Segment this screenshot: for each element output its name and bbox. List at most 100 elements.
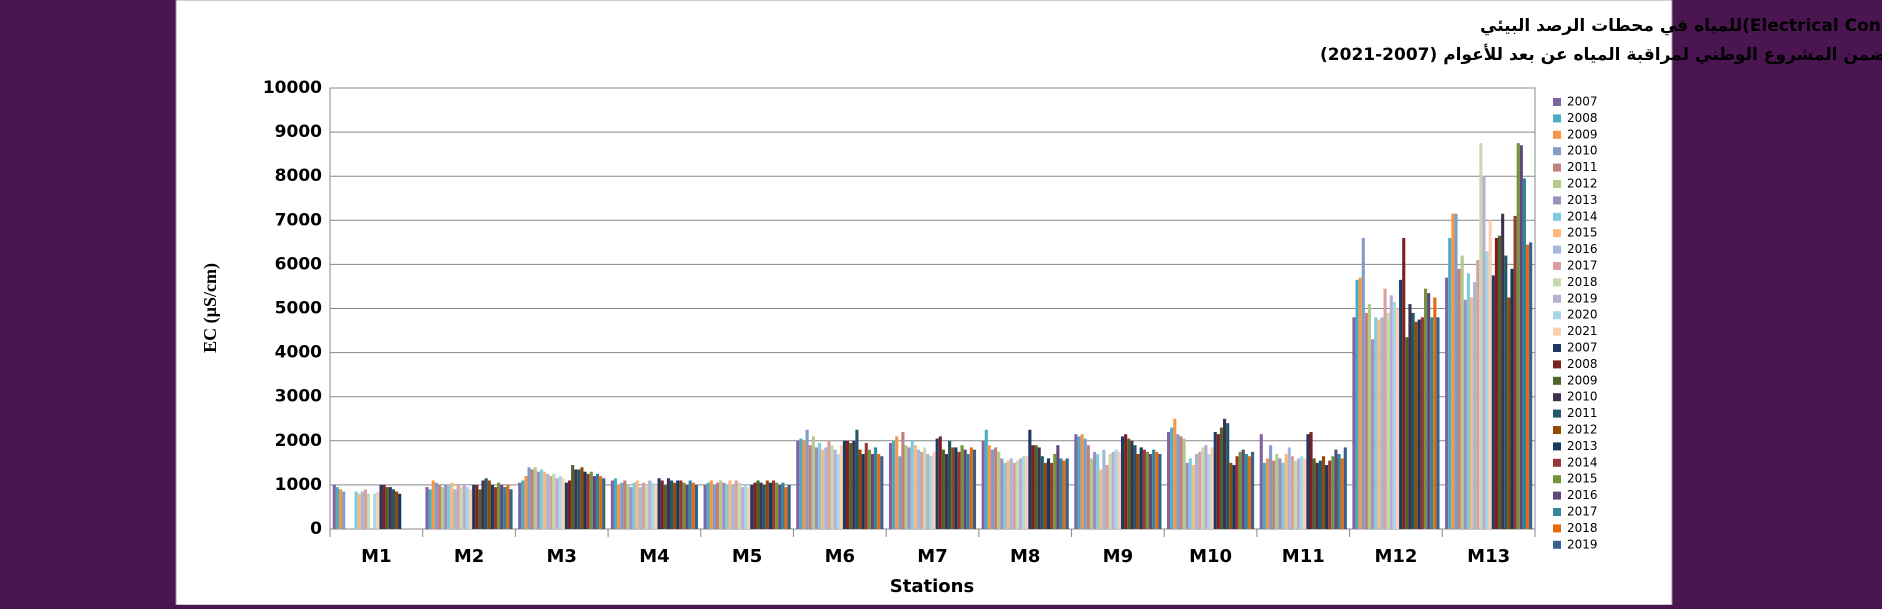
bar (849, 443, 853, 529)
bar (1050, 462, 1054, 529)
bar (595, 473, 600, 529)
bar (589, 471, 593, 529)
legend-label: 2019 (1567, 537, 1598, 551)
bar (635, 480, 639, 529)
bar (524, 476, 528, 529)
bar (567, 480, 572, 529)
bar (1034, 445, 1038, 529)
bar (984, 429, 988, 529)
bar (481, 480, 485, 529)
bar (1238, 451, 1242, 529)
bar (852, 440, 856, 529)
bar (500, 484, 504, 529)
bar (1096, 454, 1100, 529)
bar (811, 436, 815, 529)
bar (599, 476, 603, 529)
bar (1392, 301, 1396, 529)
bar (1232, 465, 1236, 529)
legend-swatch (1553, 360, 1561, 369)
bar (475, 484, 479, 529)
bar (1516, 143, 1520, 529)
legend-label: 2019 (1567, 291, 1598, 305)
legend-swatch (1553, 327, 1561, 336)
bar (910, 440, 914, 529)
bar (1334, 449, 1338, 529)
bar (1448, 237, 1452, 529)
bar (694, 484, 698, 529)
bar (613, 478, 618, 529)
x-tick-label: M2 (454, 546, 484, 567)
bar (1352, 317, 1356, 529)
bar (1179, 436, 1183, 529)
bar (756, 480, 760, 529)
bar (459, 487, 463, 529)
legend-swatch (1553, 376, 1561, 385)
bar (444, 484, 448, 529)
legend-swatch (1553, 98, 1561, 106)
bar (651, 482, 655, 529)
legend-label: 2016 (1567, 242, 1598, 256)
y-tick-label: 8000 (275, 166, 322, 186)
bar (1494, 237, 1498, 529)
bar (796, 440, 800, 529)
bar (1420, 317, 1424, 529)
bar (527, 467, 531, 529)
bar (1436, 317, 1440, 529)
chart-title: الشكل :( )معدل التغير في الإيصالية الكهر… (1480, 16, 1882, 36)
legend-label: 2007 (1567, 341, 1598, 355)
bar (938, 436, 942, 529)
bar (744, 484, 748, 529)
bar (564, 482, 568, 529)
legend-label: 2010 (1567, 144, 1598, 158)
bar (1504, 255, 1508, 529)
bar (472, 484, 476, 529)
bar (391, 489, 396, 529)
bar (688, 480, 692, 529)
bar (926, 454, 930, 529)
bar (1482, 176, 1486, 529)
bar (935, 438, 939, 529)
bar (1340, 458, 1344, 529)
legend-label: 2010 (1567, 390, 1598, 404)
legend-label: 2014 (1567, 455, 1598, 469)
bar (1290, 456, 1294, 529)
x-tick-label: M12 (1374, 546, 1417, 567)
bar (1272, 460, 1276, 529)
bar (1281, 462, 1285, 529)
bar (1325, 465, 1329, 529)
bar (530, 469, 534, 529)
legend-swatch (1553, 540, 1561, 549)
bar (533, 467, 537, 529)
bar (1488, 220, 1492, 530)
bar (1510, 268, 1514, 529)
bar (1185, 462, 1189, 529)
x-tick-label: M10 (1189, 546, 1232, 567)
bar (948, 440, 952, 529)
bar (1312, 458, 1316, 529)
bar (1315, 462, 1319, 529)
bar (610, 480, 614, 529)
legend-label: 2012 (1567, 177, 1598, 191)
bar (1213, 431, 1217, 529)
bar (913, 445, 917, 529)
bar (1479, 143, 1483, 529)
bar (493, 487, 498, 529)
x-tick-label: M4 (639, 546, 669, 567)
bar (1099, 469, 1103, 529)
legend-label: 2016 (1567, 488, 1598, 502)
bar (1204, 445, 1208, 529)
bar (1244, 454, 1248, 529)
legend-swatch (1553, 311, 1561, 320)
bar (1414, 321, 1418, 529)
bar (987, 445, 991, 529)
bar (357, 493, 361, 529)
bar (1195, 454, 1199, 529)
bar (1006, 460, 1010, 529)
bar (1519, 145, 1523, 529)
bar (1130, 440, 1134, 529)
bar (750, 484, 754, 529)
bar (1395, 308, 1400, 529)
bar (824, 447, 828, 529)
bar (972, 449, 977, 529)
bar (1269, 445, 1273, 529)
